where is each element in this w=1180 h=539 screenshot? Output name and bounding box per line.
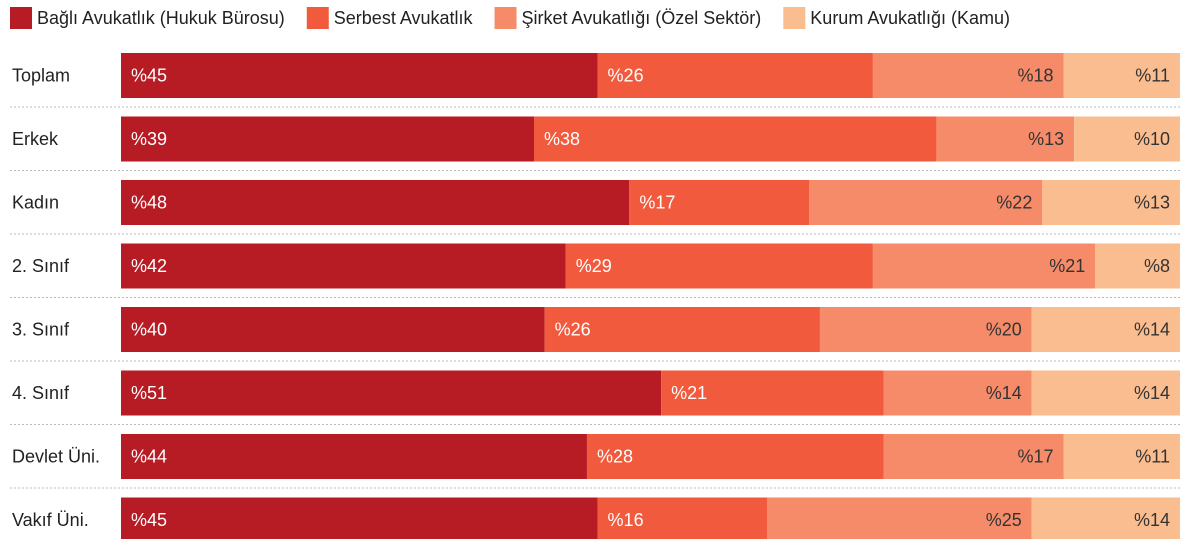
legend-swatch (306, 7, 329, 29)
legend-swatch (783, 7, 806, 29)
bar-segment (872, 53, 1064, 98)
legend-swatch (494, 7, 517, 29)
bar-segment (1063, 434, 1180, 479)
category-label: Devlet Üni. (12, 446, 100, 466)
value-label: %22 (996, 192, 1032, 212)
value-label: %26 (608, 65, 644, 85)
value-label: %39 (131, 129, 167, 149)
value-label: %14 (1134, 383, 1170, 403)
value-label: %11 (1135, 65, 1170, 85)
value-label: %14 (1134, 510, 1170, 530)
value-label: %20 (986, 319, 1022, 339)
value-label: %18 (1017, 65, 1053, 85)
bar-segment (809, 180, 1043, 225)
bar-segment (121, 307, 545, 352)
bar-segment (544, 307, 820, 352)
legend-label: Şirket Avukatlığı (Özel Sektör) (522, 8, 762, 28)
value-label: %10 (1134, 129, 1170, 149)
bar-segment (1031, 307, 1180, 352)
value-label: %44 (131, 446, 167, 466)
value-label: %13 (1028, 129, 1064, 149)
value-label: %21 (671, 383, 707, 403)
value-label: %21 (1049, 256, 1085, 276)
value-label: %42 (131, 256, 167, 276)
bar-segment (121, 497, 598, 539)
value-label: %29 (576, 256, 612, 276)
value-label: %28 (597, 446, 633, 466)
bar-segment (534, 116, 937, 162)
value-label: %14 (986, 383, 1022, 403)
bar-segment (872, 243, 1096, 289)
value-label: %51 (131, 383, 167, 403)
category-label: Erkek (12, 129, 59, 149)
value-label: %8 (1144, 256, 1170, 276)
legend-label: Kurum Avukatlığı (Kamu) (810, 8, 1010, 28)
value-label: %16 (608, 510, 644, 530)
value-label: %14 (1134, 319, 1170, 339)
value-label: %45 (131, 65, 167, 85)
category-label: Kadın (12, 192, 59, 212)
bar-segment (121, 243, 566, 289)
bar-segment (586, 434, 884, 479)
category-label: Vakıf Üni. (12, 510, 89, 530)
value-label: %11 (1135, 446, 1170, 466)
legend-label: Serbest Avukatlık (334, 8, 474, 28)
value-label: %13 (1134, 192, 1170, 212)
value-label: %26 (555, 319, 591, 339)
value-label: %17 (1017, 446, 1053, 466)
bar-segment (121, 53, 598, 98)
bar-segment (766, 497, 1032, 539)
category-label: 4. Sınıf (12, 383, 70, 403)
category-label: 2. Sınıf (12, 256, 70, 276)
bar-segment (121, 180, 630, 225)
bar-segment (1074, 116, 1180, 162)
legend-label: Bağlı Avukatlık (Hukuk Bürosu) (37, 8, 285, 28)
value-label: %40 (131, 319, 167, 339)
value-label: %48 (131, 192, 167, 212)
bar-segment (1031, 497, 1180, 539)
bar-segment (121, 370, 662, 416)
value-label: %17 (639, 192, 675, 212)
bar-segment (1063, 53, 1180, 98)
bar-segment (565, 243, 873, 289)
category-label: Toplam (12, 65, 70, 85)
legend-swatch (10, 7, 32, 29)
value-label: %38 (544, 129, 580, 149)
bar-segment (883, 434, 1064, 479)
bar-segment (661, 370, 884, 416)
bar-segment (819, 307, 1032, 352)
value-label: %45 (131, 510, 167, 530)
bar-segment (629, 180, 810, 225)
bar-segment (883, 370, 1032, 416)
bar-segment (936, 116, 1075, 162)
bar-segment (121, 434, 587, 479)
bar-segment (1095, 243, 1180, 289)
bar-segment (597, 53, 873, 98)
bar-segment (1042, 180, 1180, 225)
category-label: 3. Sınıf (12, 319, 70, 339)
bar-segment (1031, 370, 1180, 416)
bar-segment (597, 497, 767, 539)
value-label: %25 (986, 510, 1022, 530)
bar-segment (121, 116, 535, 162)
